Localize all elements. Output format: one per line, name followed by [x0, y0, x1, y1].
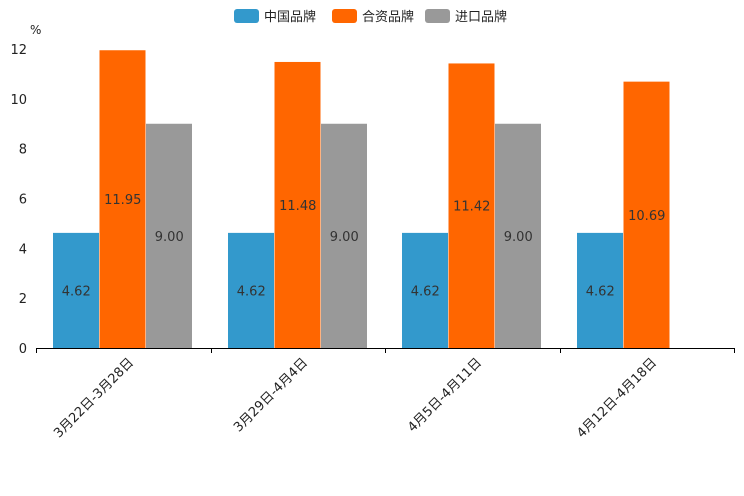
bar-value-label: 4.62: [62, 284, 91, 299]
bar[interactable]: [577, 232, 623, 348]
bar[interactable]: [99, 50, 146, 348]
bar[interactable]: [448, 63, 495, 349]
bar-value-label: 9.00: [504, 230, 533, 245]
y-tick-label: 8: [19, 143, 27, 158]
bar-value-label: 11.48: [279, 199, 316, 214]
bar-value-label: 10.69: [628, 209, 665, 224]
bar-group-3: 4.62 11.42 9.00: [402, 63, 541, 349]
bar[interactable]: [274, 61, 321, 348]
y-tick-label: 0: [19, 342, 27, 357]
y-axis-unit: %: [30, 23, 41, 37]
bar-value-label: 11.95: [104, 193, 141, 208]
bar-value-label: 4.62: [237, 284, 266, 299]
bar[interactable]: [495, 123, 541, 348]
x-tick-label: 3月22日-3月28日: [51, 355, 137, 441]
legend-item-2[interactable]: 合资品牌: [332, 9, 414, 25]
y-tick-label: 2: [19, 292, 27, 307]
legend-item-3[interactable]: 进口品牌: [425, 9, 507, 25]
x-tick-label: 4月12日-4月18日: [574, 355, 660, 441]
bar-group-4: 4.62 10.69: [577, 81, 670, 348]
legend-swatch: [332, 9, 357, 23]
bar[interactable]: [146, 123, 192, 348]
x-tick-label: 3月29日-4月4日: [231, 355, 311, 435]
bar-value-label: 9.00: [155, 230, 184, 245]
bar[interactable]: [321, 123, 367, 348]
legend-swatch: [425, 9, 450, 23]
legend-swatch: [234, 9, 259, 23]
bar[interactable]: [402, 232, 448, 348]
bar[interactable]: [53, 232, 99, 348]
legend-item-1[interactable]: 中国品牌: [234, 9, 316, 25]
bar-group-1: 4.62 11.95 9.00: [53, 50, 192, 348]
bar-value-label: 4.62: [586, 284, 615, 299]
y-tick-label: 6: [19, 193, 27, 208]
legend-label: 进口品牌: [455, 9, 507, 25]
bar-value-label: 11.42: [453, 200, 490, 215]
bar[interactable]: [623, 81, 670, 348]
x-tick-label: 4月5日-4月11日: [405, 355, 485, 435]
bars: 4.6211.959.004.6211.489.004.6211.429.004…: [53, 50, 670, 349]
y-tick-label: 4: [19, 242, 27, 257]
bar-group-2: 4.62 11.48 9.00: [228, 61, 367, 348]
y-tick-label: 12: [10, 43, 27, 58]
y-tick-label: 10: [10, 93, 27, 108]
bar-value-label: 9.00: [330, 230, 359, 245]
legend-label: 中国品牌: [264, 9, 316, 25]
x-axis: 3月22日-3月28日 3月29日-4月4日 4月5日-4月11日 4月12日-4月1…: [36, 348, 735, 441]
bar[interactable]: [228, 232, 274, 348]
legend[interactable]: 中国品牌 合资品牌 进口品牌: [234, 9, 507, 25]
bar-value-label: 4.62: [411, 284, 440, 299]
legend-label: 合资品牌: [362, 9, 414, 25]
y-axis: 0 2 4 6 8 10 12: [10, 43, 27, 357]
